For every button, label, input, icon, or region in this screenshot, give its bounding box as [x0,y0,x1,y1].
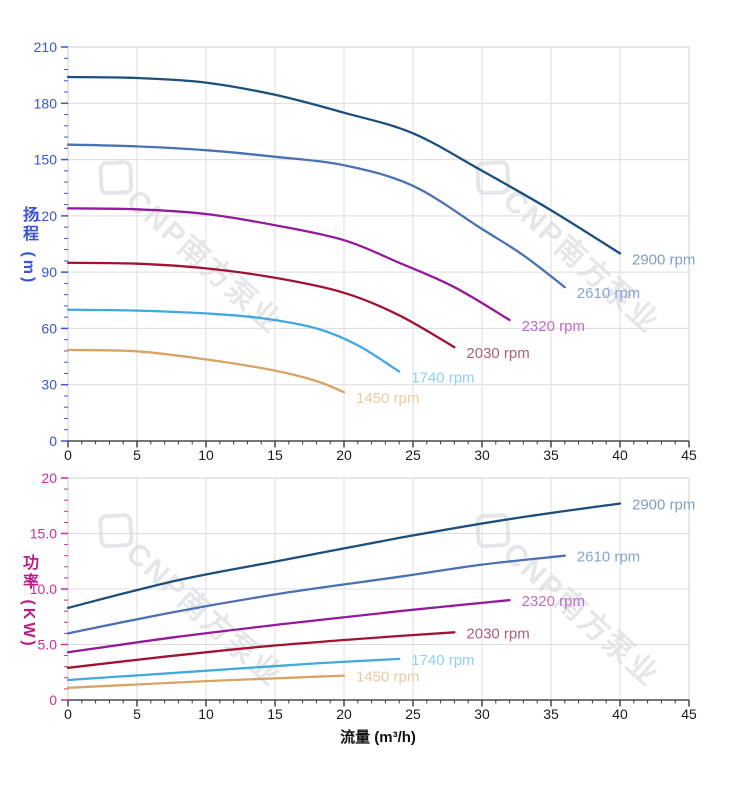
x-tick-label: 20 [336,706,352,722]
curve-label-2030-rpm: 2030 rpm [466,625,529,642]
curve-1740-rpm [66,308,401,373]
curve-1450-rpm [66,348,346,394]
curve-2610-rpm [66,143,566,289]
x-tick-label: 45 [681,447,697,463]
y-tick-label: 5.0 [38,637,58,653]
curve-label-1740-rpm: 1740 rpm [411,652,474,669]
x-tick-label: 40 [612,706,628,722]
curve-label-1450-rpm: 1450 rpm [356,390,419,407]
curve-2610-rpm [66,554,566,635]
y-tick-label: 120 [34,208,58,224]
x-tick-label: 10 [198,706,214,722]
curve-2320-rpm [66,207,511,322]
x-axis: 0 5 10 15 20 25 30 35 40 45 [64,440,697,463]
y-tick-label: 90 [41,264,57,280]
x-tick-label: 25 [405,706,421,722]
curve-label-2320-rpm: 2320 rpm [522,318,585,335]
curve-label-2610-rpm: 2610 rpm [577,285,640,302]
x-tick-label: 45 [681,706,697,722]
x-tick-label: 10 [198,447,214,463]
x-tick-label: 5 [133,447,141,463]
gridlines [67,46,690,442]
y-tick-label: 0 [49,433,57,449]
y-tick-label: 20 [41,470,57,486]
y-tick-label: 210 [34,39,58,55]
x-tick-label: 0 [64,706,72,722]
y-tick-label: 180 [34,95,58,111]
curve-1740-rpm [66,657,401,682]
curve-label-1450-rpm: 1450 rpm [356,669,419,686]
x-tick-label: 0 [64,447,72,463]
curve-1450-rpm [66,674,346,689]
y-tick-label: 10.0 [30,581,57,597]
power-axis-title: 功率 (KW) [20,554,37,649]
x-tick-label: 5 [133,706,141,722]
curve-2030-rpm [66,261,456,349]
x-tick-label: 40 [612,447,628,463]
y-tick-label: 60 [41,320,57,336]
x-tick-label: 15 [267,447,283,463]
x-tick-label: 30 [474,706,490,722]
x-tick-label: 35 [543,706,559,722]
y-axis: 0 5.0 10.0 15.0 20 [30,470,68,708]
curve-label-2900-rpm: 2900 rpm [632,251,695,268]
curve-2900-rpm [66,75,622,255]
x-tick-label: 20 [336,447,352,463]
head-chart: 0 5 10 15 20 25 30 35 40 45 0 30 60 90 120 150 180 210 290… [34,39,697,463]
curve-label-2030-rpm: 2030 rpm [466,345,529,362]
curve-2320-rpm [66,598,511,654]
x-tick-label: 15 [267,706,283,722]
curve-2900-rpm [66,502,622,610]
curve-label-2900-rpm: 2900 rpm [632,497,695,514]
y-tick-label: 150 [34,152,58,168]
x-tick-label: 35 [543,447,559,463]
curve-label-2320-rpm: 2320 rpm [522,593,585,610]
head-axis-title: 扬程 (m) [20,206,37,286]
power-chart: 0 5 10 15 20 25 30 35 40 45 0 5.0 10.0 15.0 20 2900 rpm… [30,470,697,722]
curve-label-1740-rpm: 1740 rpm [411,370,474,387]
curve-2030-rpm [66,631,456,669]
x-axis: 0 5 10 15 20 25 30 35 40 45 [64,699,697,722]
gridlines [67,477,690,701]
y-tick-label: 0 [49,692,57,708]
flow-axis-title: 流量 (m³/h) [340,729,416,746]
curve-label-2610-rpm: 2610 rpm [577,549,640,566]
y-axis: 0 30 60 90 120 150 180 210 [34,39,68,449]
y-tick-label: 30 [41,377,57,393]
x-tick-label: 25 [405,447,421,463]
y-tick-label: 15.0 [30,526,57,542]
x-tick-label: 30 [474,447,490,463]
